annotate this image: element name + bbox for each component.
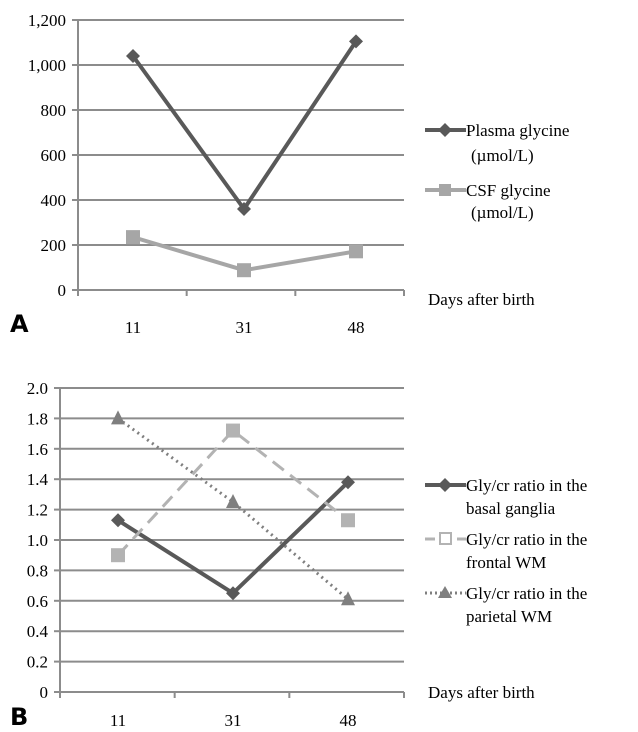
y-tick-label: 1.0 <box>27 531 48 550</box>
y-tick-label: 0.8 <box>27 561 48 580</box>
legend-label-unit: (µmol/L) <box>471 146 534 165</box>
legend-item-parietal-wm: Gly/cr ratio in the parietal WM <box>425 584 587 626</box>
y-axis-ticks: 0 0.2 0.4 0.6 0.8 1.0 1.2 1.4 1.6 1.8 2.0 <box>27 379 60 702</box>
chart-panel-a: 0 200 400 600 800 1,000 1,200 11 31 48 Days afte… <box>10 11 569 338</box>
chart-panel-b: 0 0.2 0.4 0.6 0.8 1.0 1.2 1.4 1.6 1.8 2.0 11 31 48 D… <box>10 379 587 731</box>
data-point <box>126 230 140 244</box>
x-tick-label: 31 <box>236 318 253 337</box>
x-tick-label: 31 <box>225 711 242 730</box>
series-layer <box>111 410 355 605</box>
legend-label-line2: basal ganglia <box>466 499 556 518</box>
data-point <box>349 244 363 258</box>
x-axis-title: Days after birth <box>428 683 535 702</box>
legend-label: Gly/cr ratio in the <box>466 530 587 549</box>
diamond-marker-icon <box>438 123 452 137</box>
x-axis-title: Days after birth <box>428 290 535 309</box>
series-0 <box>126 34 363 216</box>
x-axis-ticks: 11 31 48 <box>60 692 404 730</box>
legend-label: Plasma glycine <box>466 121 569 140</box>
data-point <box>237 263 251 277</box>
legend-label-line2: parietal WM <box>466 607 552 626</box>
legend-label: CSF glycine <box>466 181 551 200</box>
y-tick-label: 0.2 <box>27 653 48 672</box>
x-tick-label: 11 <box>125 318 141 337</box>
data-point <box>341 591 355 605</box>
y-tick-label: 1.4 <box>27 470 49 489</box>
data-point <box>111 548 125 562</box>
y-tick-label: 0.4 <box>27 622 49 641</box>
series-1 <box>126 230 363 277</box>
y-tick-label: 1,000 <box>28 56 66 75</box>
y-tick-label: 1.8 <box>27 409 48 428</box>
series-2 <box>111 410 355 605</box>
legend-item-plasma-glycine: Plasma glycine (µmol/L) <box>425 121 569 165</box>
y-tick-label: 0.6 <box>27 592 48 611</box>
y-tick-label: 1,200 <box>28 11 66 30</box>
panel-label-a: A <box>10 310 29 338</box>
legend: Gly/cr ratio in the basal ganglia Gly/cr… <box>425 476 587 626</box>
legend-label: Gly/cr ratio in the <box>466 584 587 603</box>
x-axis-ticks: 11 31 48 <box>78 290 404 337</box>
y-tick-label: 0 <box>58 281 67 300</box>
legend-item-basal-ganglia: Gly/cr ratio in the basal ganglia <box>425 476 587 518</box>
series-line <box>133 41 356 209</box>
y-tick-label: 800 <box>41 101 67 120</box>
legend: Plasma glycine (µmol/L) CSF glycine (µmo… <box>425 121 569 222</box>
data-point <box>226 424 240 438</box>
x-tick-label: 11 <box>110 711 126 730</box>
legend-label-unit: (µmol/L) <box>471 203 534 222</box>
legend-item-csf-glycine: CSF glycine (µmol/L) <box>425 181 551 222</box>
y-tick-label: 1.6 <box>27 440 48 459</box>
y-tick-label: 1.2 <box>27 501 48 520</box>
legend-label-line2: frontal WM <box>466 553 546 572</box>
diamond-marker-icon <box>438 478 452 492</box>
y-tick-label: 200 <box>41 236 67 255</box>
data-point <box>226 494 240 508</box>
square-marker-icon <box>439 184 451 196</box>
y-tick-label: 0 <box>40 683 49 702</box>
series-1 <box>111 424 355 563</box>
x-tick-label: 48 <box>348 318 365 337</box>
y-axis-ticks: 0 200 400 600 800 1,000 1,200 <box>28 11 78 300</box>
y-tick-label: 400 <box>41 191 67 210</box>
y-tick-label: 2.0 <box>27 379 48 398</box>
y-tick-label: 600 <box>41 146 67 165</box>
data-point <box>341 513 355 527</box>
series-0 <box>111 475 355 600</box>
panel-label-b: B <box>10 703 28 731</box>
square-marker-icon <box>440 533 451 544</box>
legend-item-frontal-wm: Gly/cr ratio in the frontal WM <box>425 530 587 572</box>
legend-label: Gly/cr ratio in the <box>466 476 587 495</box>
x-tick-label: 48 <box>340 711 357 730</box>
